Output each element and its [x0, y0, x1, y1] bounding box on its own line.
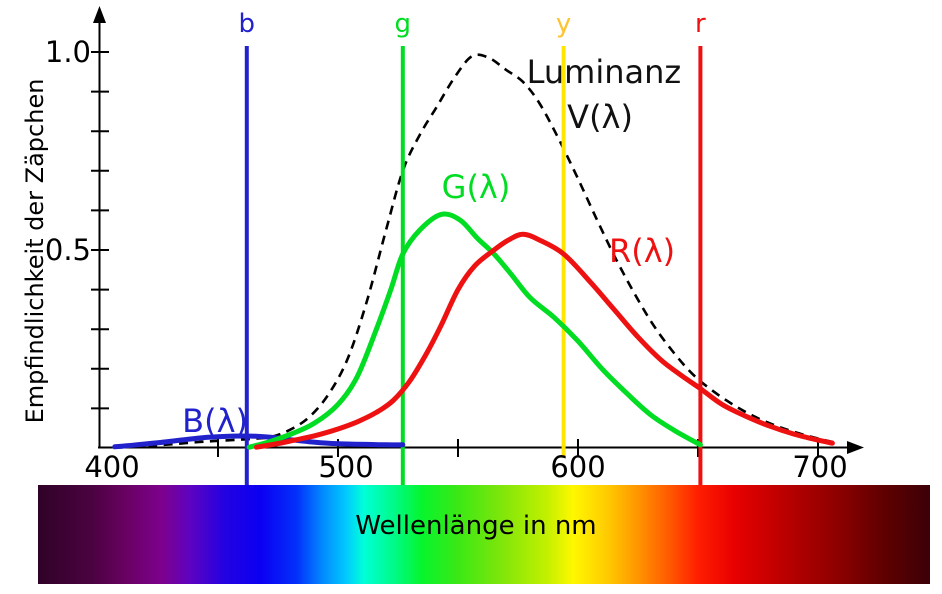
annotation-label-g: G(λ) — [441, 168, 511, 207]
y-tick-label-0.5: 0.5 — [44, 233, 91, 267]
x-tick-label-700: 700 — [792, 450, 848, 484]
x-tick-label-600: 600 — [550, 450, 606, 484]
x-tick-label-500: 500 — [318, 450, 374, 484]
y-tick-label-1.0: 1.0 — [44, 35, 91, 69]
curve-r — [253, 231, 835, 450]
annotation-label-r: R(λ) — [609, 232, 676, 271]
curve-luminanz-v — [117, 53, 836, 449]
annotation-label-luminanz: Luminanz — [526, 53, 682, 92]
wavelength-spectrum-bar — [38, 485, 930, 584]
reference-label-y: y — [555, 9, 572, 39]
x-tick-label-400: 400 — [84, 450, 140, 484]
curve-g — [246, 211, 703, 450]
reference-label-b: b — [238, 9, 256, 39]
curve-b — [112, 433, 406, 450]
annotation-label-b: B(λ) — [182, 402, 249, 441]
reference-label-g: g — [394, 9, 412, 39]
y-axis-arrow — [93, 6, 106, 23]
x-axis-title: Wellenlänge in nm — [355, 511, 597, 541]
reference-label-r: r — [695, 9, 706, 39]
annotation-label-v: V(λ) — [567, 97, 633, 136]
x-axis-arrow — [847, 441, 864, 454]
